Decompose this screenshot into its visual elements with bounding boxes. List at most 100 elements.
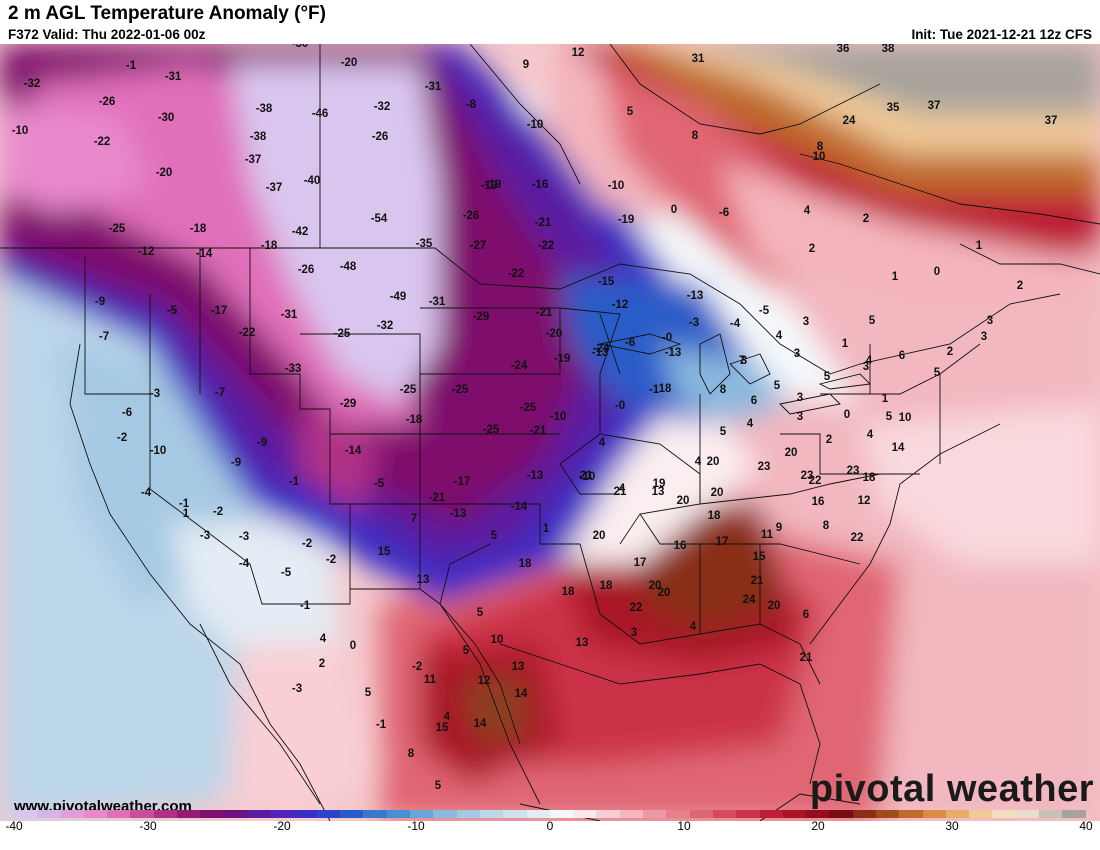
- anomaly-value-label: 18: [659, 383, 672, 395]
- anomaly-value-label: 5: [627, 106, 634, 118]
- anomaly-value-label: 2: [947, 346, 953, 358]
- anomaly-value-label: -20: [546, 328, 563, 340]
- anomaly-value-label: -33: [285, 363, 302, 375]
- color-scale-swatch: [479, 810, 504, 818]
- anomaly-value-label: -4: [730, 318, 741, 330]
- anomaly-value-label: 23: [758, 461, 771, 473]
- anomaly-value-label: 5: [934, 367, 941, 379]
- anomaly-value-label: 36: [837, 44, 850, 55]
- anomaly-value-label: 20: [711, 487, 724, 499]
- anomaly-value-label: -5: [281, 567, 292, 579]
- anomaly-value-label: 0: [934, 266, 940, 278]
- anomaly-value-label: 22: [851, 532, 864, 544]
- anomaly-value-label: 20: [768, 600, 781, 612]
- anomaly-value-label: -17: [454, 476, 471, 488]
- color-scale-swatch: [736, 810, 760, 818]
- anomaly-value-label: 4: [695, 456, 702, 468]
- anomaly-value-label: -31: [281, 309, 298, 321]
- anomaly-value-label: 4: [599, 437, 606, 449]
- anomaly-value-label: 3: [803, 316, 809, 328]
- anomaly-value-label: 31: [692, 53, 705, 65]
- anomaly-value-label: -48: [340, 261, 357, 273]
- anomaly-value-label: -25: [520, 402, 537, 414]
- anomaly-value-label: 0: [350, 640, 356, 652]
- color-scale-swatch: [712, 810, 737, 818]
- anomaly-value-label: -2: [213, 506, 223, 518]
- color-scale-swatch: [293, 810, 317, 818]
- anomaly-value-label: 20: [707, 456, 720, 468]
- anomaly-value-label: 10: [813, 151, 826, 163]
- anomaly-value-label: -6: [625, 337, 635, 349]
- color-scale-swatch: [899, 810, 923, 818]
- anomaly-value-label: -13: [527, 470, 544, 482]
- color-scale-swatch: [526, 810, 550, 818]
- color-scale-swatch: [386, 810, 411, 818]
- anomaly-value-label: -31: [425, 81, 442, 93]
- anomaly-value-label: 13: [576, 637, 589, 649]
- anomaly-value-label: 4: [867, 429, 874, 441]
- anomaly-value-label: -26: [298, 264, 315, 276]
- anomaly-value-label: 18: [863, 472, 876, 484]
- anomaly-value-label: 5: [774, 380, 781, 392]
- anomaly-value-label: 15: [436, 722, 449, 734]
- anomaly-value-label: -15: [598, 276, 615, 288]
- anomaly-value-label: 37: [928, 100, 941, 112]
- anomaly-value-label: 4: [804, 205, 811, 217]
- anomaly-value-label: 38: [882, 44, 895, 55]
- anomaly-value-label: 22: [809, 475, 822, 487]
- color-scale-swatch: [643, 810, 667, 818]
- color-scale-swatch: [806, 810, 830, 818]
- valid-time: F372 Valid: Thu 2022-01-06 00z: [8, 27, 206, 42]
- anomaly-value-label: 14: [515, 688, 528, 700]
- anomaly-value-label: 5: [886, 411, 893, 423]
- anomaly-value-label: -25: [400, 384, 417, 396]
- anomaly-value-label: -1: [376, 719, 387, 731]
- anomaly-value-label: -0: [615, 400, 625, 412]
- anomaly-value-label: 1: [882, 393, 889, 405]
- anomaly-value-label: 21: [800, 652, 813, 664]
- anomaly-value-label: 18: [708, 510, 721, 522]
- anomaly-field: [0, 44, 1100, 821]
- color-scale-tick-label: -10: [407, 819, 425, 833]
- watermark-logo: pivotal weather: [809, 768, 1094, 810]
- anomaly-value-label: -38: [256, 103, 273, 115]
- anomaly-value-label: 6: [751, 395, 757, 407]
- color-scale-swatch: [829, 810, 853, 818]
- anomaly-value-label: -40: [304, 175, 321, 187]
- color-scale-swatch: [689, 810, 713, 818]
- color-scale-swatch: [945, 810, 970, 818]
- color-scale-tick-label: 40: [1079, 819, 1093, 833]
- anomaly-value-label: 20: [658, 587, 671, 599]
- color-scale-tick-label: 20: [811, 819, 825, 833]
- anomaly-value-label: 8: [408, 748, 415, 760]
- anomaly-value-label: 9: [776, 522, 782, 534]
- color-scale-tick-label: -40: [5, 819, 23, 833]
- color-scale-swatch: [363, 810, 387, 818]
- anomaly-value-label: 3: [741, 355, 747, 367]
- anomaly-value-label: -18: [190, 223, 207, 235]
- anomaly-value-label: -29: [473, 311, 490, 323]
- anomaly-value-label: -16: [532, 179, 549, 191]
- anomaly-value-label: 4: [747, 418, 754, 430]
- anomaly-value-label: 4: [866, 355, 873, 367]
- anomaly-value-label: 18: [600, 580, 613, 592]
- anomaly-value-label: 5: [824, 371, 831, 383]
- anomaly-value-label: -25: [109, 223, 126, 235]
- anomaly-value-label: -19: [481, 180, 498, 192]
- value-labels: -30-32-31-26-30-22-38-20-38-37-37-40-46-…: [12, 44, 1058, 792]
- color-scale-ticks: -40 -30 -20 -10 0 10 20 30 40: [0, 819, 1100, 835]
- anomaly-value-label: -30: [292, 44, 309, 50]
- anomaly-value-label: 13: [512, 661, 525, 673]
- color-scale-swatch: [60, 810, 84, 818]
- anomaly-value-label: -13: [450, 508, 467, 520]
- anomaly-value-label: -24: [511, 360, 528, 372]
- color-scale-swatch: [14, 810, 38, 818]
- color-scale-swatch: [410, 810, 434, 818]
- color-scale-swatch: [153, 810, 178, 818]
- anomaly-value-label: 11: [424, 674, 437, 686]
- color-scale-swatch: [875, 810, 900, 818]
- anomaly-value-label: -4: [239, 558, 250, 570]
- anomaly-value-label: -25: [334, 328, 351, 340]
- anomaly-value-label: 16: [812, 496, 825, 508]
- anomaly-value-label: -54: [371, 213, 388, 225]
